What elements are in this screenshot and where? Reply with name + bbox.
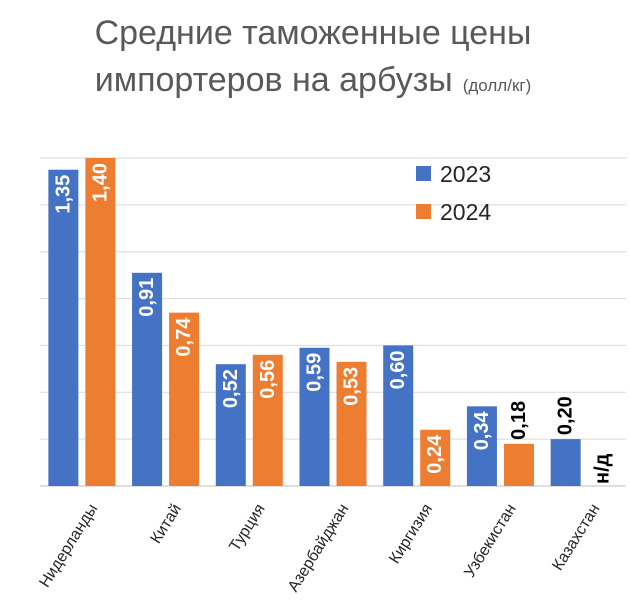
bar-2024 (169, 312, 200, 486)
bar-2023 (215, 364, 246, 486)
data-label-2023: 0,20 (555, 396, 577, 435)
value-labels: 1,35 1,40 0,91 0,74 0,52 0,56 0,59 0,53 0,60 0,24… (52, 163, 613, 484)
data-label-2023: 0,59 (304, 353, 326, 392)
bar-2023 (550, 439, 581, 486)
data-label-2023: 0,34 (471, 410, 493, 450)
data-label-2024: 0,74 (173, 317, 195, 357)
data-label-2024: 1,40 (89, 163, 111, 202)
bar-2023 (132, 272, 163, 486)
chart-title-line2: импортеров на арбузы (долл/кг) (95, 61, 532, 99)
bar-2023 (383, 345, 414, 486)
data-label-2024: 0,18 (508, 401, 530, 440)
legend-label-2024: 2024 (440, 199, 491, 225)
data-label-2023: 0,52 (220, 369, 242, 408)
chart-title-line1: Средние таможенные цены (95, 14, 532, 52)
chart-title-unit: (долл/кг) (463, 76, 532, 95)
bar-2024 (420, 429, 451, 486)
legend-swatch-2024 (416, 204, 431, 219)
chart-title-main: импортеров на арбузы (95, 61, 453, 99)
data-label-2024: 0,56 (257, 360, 279, 399)
bar-2024 (503, 443, 534, 486)
legend-label-2023: 2023 (440, 161, 491, 187)
bar-2024 (336, 361, 367, 486)
legend: 2023 2024 (416, 161, 491, 225)
bars (48, 158, 581, 486)
data-label-2024: 0,53 (341, 367, 363, 406)
bar-2023 (299, 347, 330, 486)
legend-swatch-2023 (416, 166, 431, 181)
bar-2023 (48, 169, 79, 486)
data-label-2023: 0,91 (136, 278, 158, 317)
data-label-2024: 0,24 (424, 434, 446, 474)
bar-2024 (252, 354, 283, 486)
bar-2024 (85, 158, 116, 486)
data-label-na: н/д (592, 453, 614, 484)
data-label-2023: 1,35 (52, 175, 74, 214)
bar-2023 (466, 406, 497, 486)
data-label-2023: 0,60 (387, 350, 409, 389)
